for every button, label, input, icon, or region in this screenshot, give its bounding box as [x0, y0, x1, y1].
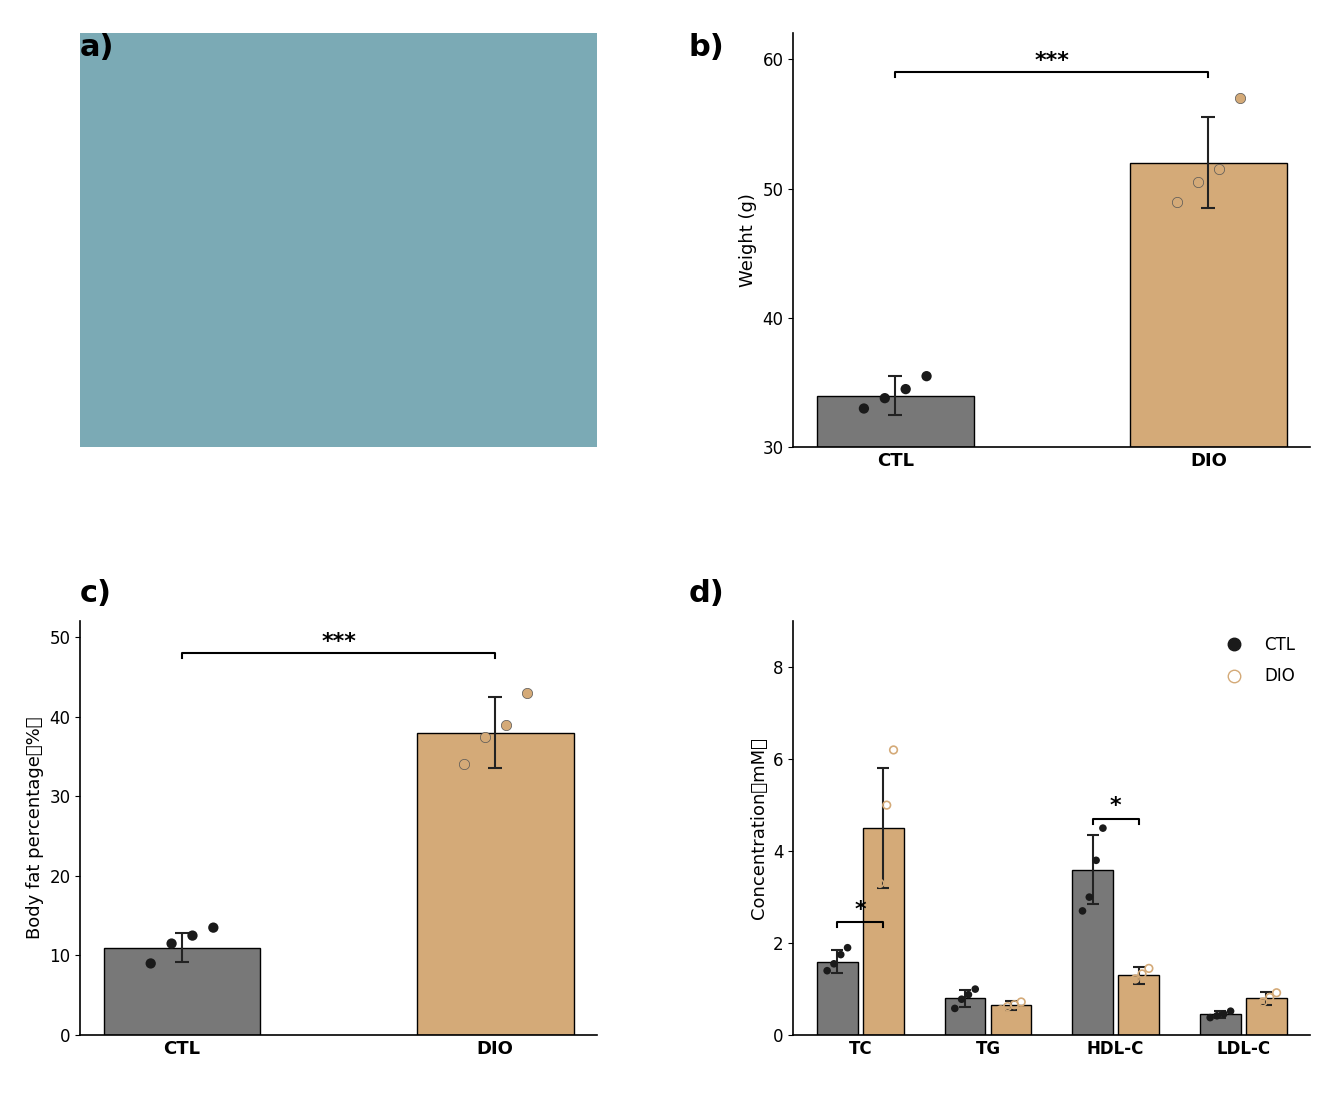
Point — [1079, 888, 1100, 906]
Point — [1246, 998, 1267, 1016]
Bar — [417, 732, 574, 1035]
Point — [894, 381, 916, 398]
Point — [876, 796, 897, 814]
Point — [516, 683, 537, 701]
Point — [1199, 1008, 1221, 1026]
Point — [964, 981, 985, 998]
Point — [1187, 174, 1209, 191]
Point — [817, 962, 838, 979]
Point — [1086, 851, 1107, 869]
Bar — [817, 962, 858, 1035]
Bar — [991, 1005, 1031, 1035]
Y-axis label: Body fat percentage（%）: Body fat percentage（%） — [25, 717, 44, 939]
Point — [1011, 993, 1032, 1011]
Text: ***: *** — [1035, 51, 1070, 71]
Point — [1253, 993, 1274, 1011]
Point — [824, 955, 845, 973]
Legend: CTL, DIO: CTL, DIO — [1211, 630, 1302, 692]
Bar — [1199, 1014, 1241, 1035]
Point — [160, 935, 182, 953]
Bar — [945, 998, 985, 1035]
Point — [1209, 160, 1230, 178]
Point — [1166, 193, 1187, 210]
Point — [495, 716, 516, 733]
Text: *: * — [854, 900, 866, 920]
Point — [951, 991, 972, 1008]
Point — [1219, 1003, 1241, 1021]
Point — [1131, 965, 1152, 983]
Text: b): b) — [689, 33, 725, 62]
Point — [203, 918, 225, 936]
Point — [944, 999, 965, 1017]
Bar — [862, 828, 904, 1035]
Point — [1206, 1007, 1227, 1025]
Point — [1118, 976, 1139, 994]
Bar — [1130, 162, 1286, 447]
Text: ***: *** — [321, 631, 356, 651]
Point — [1092, 819, 1114, 837]
Text: *: * — [1110, 797, 1122, 817]
Text: a): a) — [80, 33, 115, 62]
Point — [853, 400, 874, 417]
Point — [991, 1001, 1012, 1018]
Text: c): c) — [80, 579, 112, 608]
Point — [1124, 971, 1146, 988]
Point — [475, 728, 496, 746]
Text: d): d) — [689, 579, 725, 608]
Bar — [1246, 998, 1286, 1035]
Bar — [817, 395, 973, 447]
Point — [1259, 988, 1281, 1006]
Point — [882, 741, 904, 759]
Point — [182, 927, 203, 945]
Point — [862, 884, 884, 902]
Point — [1072, 902, 1094, 919]
Point — [1138, 959, 1159, 977]
Bar — [104, 947, 261, 1035]
Point — [140, 955, 162, 973]
Point — [874, 390, 896, 407]
Point — [1213, 1005, 1234, 1023]
Point — [957, 986, 979, 1004]
Point — [453, 756, 475, 774]
Point — [837, 938, 858, 956]
Point — [830, 946, 852, 964]
Point — [1004, 996, 1025, 1014]
Bar — [1118, 975, 1159, 1035]
Point — [916, 367, 937, 385]
Point — [1229, 89, 1250, 107]
Point — [997, 997, 1019, 1015]
Y-axis label: Concentration（mM）: Concentration（mM） — [750, 737, 767, 919]
Point — [1266, 984, 1288, 1002]
Point — [869, 875, 890, 893]
Y-axis label: Weight (g): Weight (g) — [739, 194, 757, 287]
Bar — [1072, 869, 1114, 1035]
